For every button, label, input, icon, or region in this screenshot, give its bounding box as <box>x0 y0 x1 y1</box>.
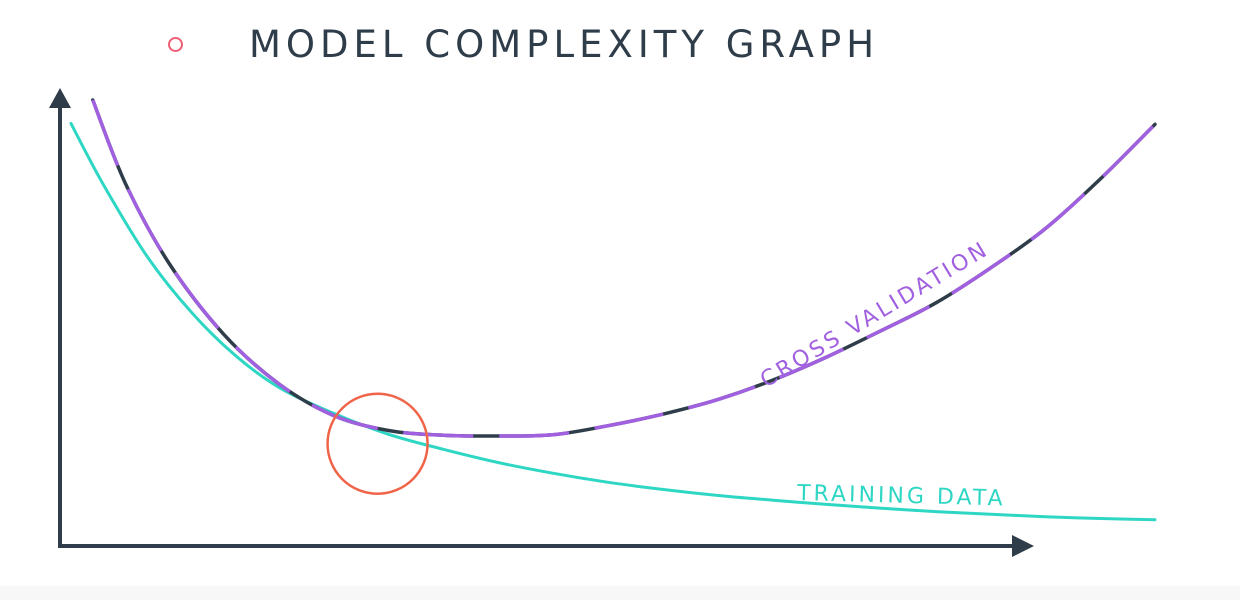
bullet-circle-icon <box>168 36 183 52</box>
title-row: MODEL COMPLEXITY GRAPH <box>168 14 879 74</box>
series-label-cross-validation: CROSS VALIDATION <box>756 237 993 393</box>
page-title: MODEL COMPLEXITY GRAPH <box>249 22 880 66</box>
x-axis-arrow-icon <box>1012 535 1034 557</box>
series-labels: CROSS VALIDATION TRAINING DATA <box>756 237 1006 512</box>
series-label-training-data: TRAINING DATA <box>796 481 1006 511</box>
highlight-circle-0 <box>326 392 429 495</box>
axes <box>49 88 1034 557</box>
y-axis-arrow-icon <box>49 88 71 108</box>
annotations <box>326 392 429 495</box>
series-lines <box>69 98 1157 522</box>
series-line-cross-validation-base <box>91 98 1157 438</box>
series-line-training-data <box>69 122 1157 522</box>
bottom-band <box>0 586 1240 600</box>
series-line-cross-validation <box>91 99 1157 438</box>
